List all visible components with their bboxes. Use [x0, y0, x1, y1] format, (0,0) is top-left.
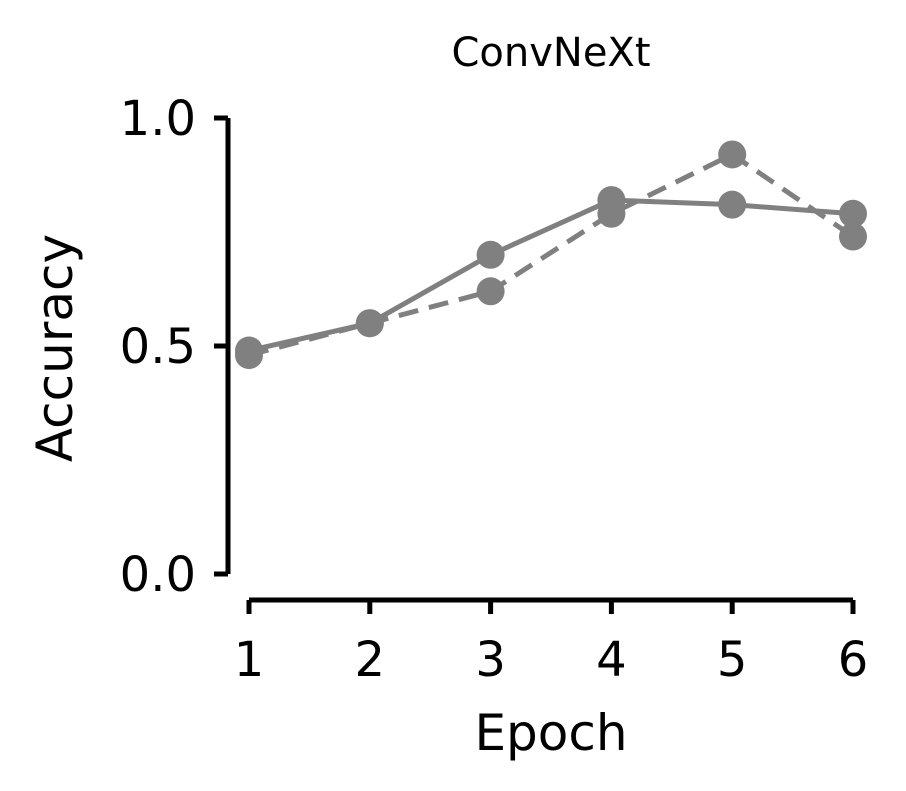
y-tick-label: 1.0	[120, 91, 196, 147]
series-line-dashed	[248, 151, 855, 358]
x-ticks: 1 2 3 4 5 6	[234, 600, 869, 688]
series-line-solid	[248, 197, 854, 353]
x-tick-label: 6	[838, 632, 869, 688]
series-dashed	[235, 140, 867, 370]
x-tick-label: 3	[475, 632, 506, 688]
data-point	[597, 199, 626, 228]
data-point	[718, 190, 747, 219]
x-tick-label: 5	[717, 632, 748, 688]
y-tick-label: 0.0	[120, 547, 196, 603]
y-axis-label: Accuracy	[26, 234, 84, 462]
y-tick-label: 0.5	[120, 319, 196, 375]
x-axis-label: Epoch	[474, 704, 627, 762]
data-point	[235, 341, 263, 370]
x-tick-label: 2	[355, 632, 386, 688]
series-layer	[235, 140, 867, 370]
data-point	[839, 222, 867, 251]
series-solid	[235, 186, 867, 365]
y-ticks: 0.0 0.5 1.0	[120, 91, 228, 603]
data-point	[718, 140, 747, 169]
x-tick-label: 1	[234, 632, 265, 688]
x-tick-label: 4	[596, 632, 627, 688]
data-point	[355, 309, 384, 338]
data-point	[839, 199, 867, 228]
data-point	[476, 277, 505, 306]
data-point	[476, 240, 505, 269]
chart-title: ConvNeXt	[451, 30, 650, 76]
